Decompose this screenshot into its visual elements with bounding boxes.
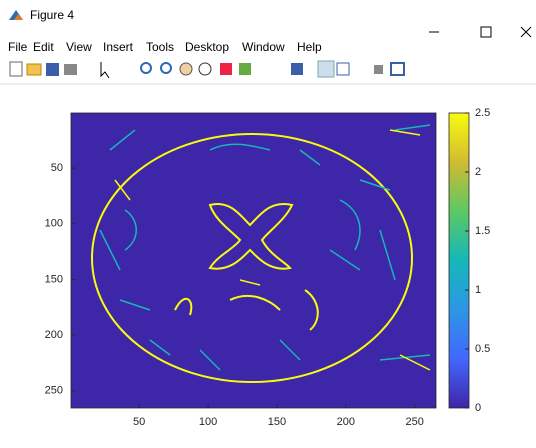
menu-item[interactable]: View (66, 40, 92, 54)
colorbar (449, 113, 469, 408)
colorbar-tick-label: 2.5 (475, 107, 490, 119)
tool-link[interactable] (291, 63, 303, 75)
x-tick-label: 250 (405, 416, 423, 428)
tool-open[interactable] (27, 64, 41, 75)
colorbar-tick-label: 1.5 (475, 225, 490, 237)
colorbar-tick-label: 1 (475, 284, 481, 296)
y-tick-label: 250 (45, 385, 63, 397)
y-tick-label: 100 (45, 218, 63, 230)
menu-item[interactable]: Desktop (185, 40, 229, 54)
tool-datatip[interactable] (220, 63, 232, 75)
figure-window: Figure 4 File Edit View Insert Tools Desktop W… (0, 0, 536, 443)
y-tick-label: 200 (45, 329, 63, 341)
tool-new[interactable] (10, 62, 22, 76)
y-tick-label: 50 (51, 162, 63, 174)
menu-item[interactable]: Tools (146, 40, 174, 54)
image-background (71, 113, 436, 408)
tool-colorbar[interactable] (318, 61, 334, 77)
tool-brush[interactable] (239, 63, 251, 75)
x-tick-label: 150 (268, 416, 286, 428)
tool-show[interactable] (391, 63, 404, 75)
tool-pan[interactable] (180, 63, 192, 75)
colorbar-tick-label: 0 (475, 402, 481, 414)
tool-print[interactable] (64, 64, 77, 75)
x-tick-label: 100 (199, 416, 217, 428)
tool-save[interactable] (46, 63, 59, 76)
title-bar (0, 0, 536, 38)
x-tick-label: 50 (133, 416, 145, 428)
menu-item[interactable]: Window (242, 40, 285, 54)
x-tick-label: 200 (337, 416, 355, 428)
menu-item[interactable]: Edit (33, 40, 54, 54)
window-title: Figure 4 (30, 8, 74, 22)
menu-item[interactable]: File (8, 40, 28, 54)
menu-item[interactable]: Insert (103, 40, 134, 54)
colorbar-tick-label: 2 (475, 166, 481, 178)
tool-hide[interactable] (374, 65, 383, 74)
colorbar-tick-label: 0.5 (475, 343, 490, 355)
y-tick-label: 150 (45, 273, 63, 285)
tool-legend[interactable] (337, 63, 349, 75)
menu-item[interactable]: Help (297, 40, 322, 54)
